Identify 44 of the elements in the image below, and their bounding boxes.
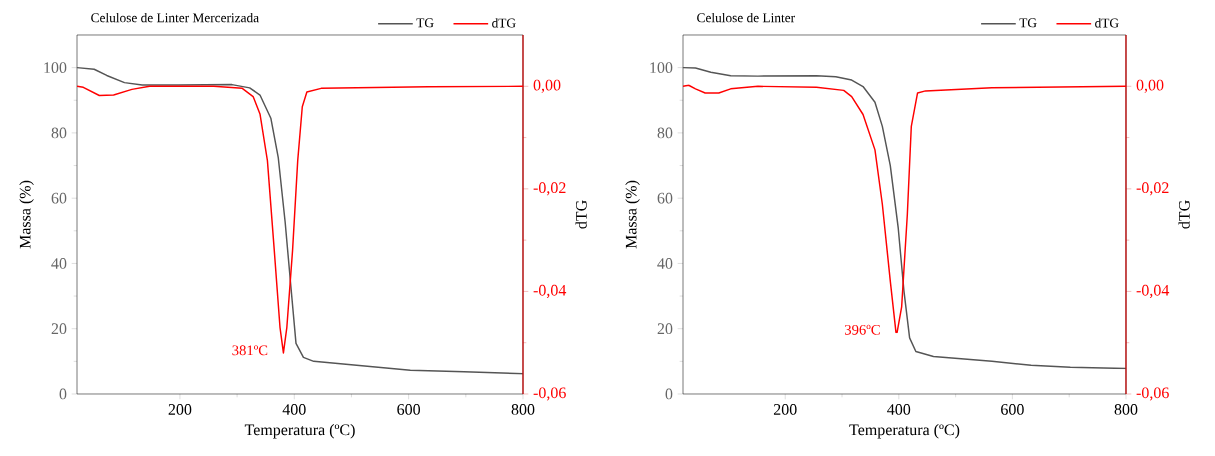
x-tick-label: 400 [887, 404, 911, 415]
y-tick-label: 100 [650, 62, 673, 74]
line-series [683, 66, 1126, 370]
y2-tick-label: -0,06 [533, 387, 566, 401]
x-tick-label: 200 [168, 404, 192, 415]
y2-tick-label: 0,00 [533, 79, 561, 93]
y-tick-label: 100 [44, 62, 67, 74]
y-tick-label: 20 [51, 323, 67, 335]
x-axis-title: Temperatura (ºC) [244, 423, 355, 439]
x-tick-label: 800 [1114, 404, 1138, 415]
x-tick-label: 400 [282, 404, 306, 415]
legend-label: TG [416, 18, 434, 28]
annotation: 396ºC [844, 324, 880, 335]
y-tick-label: 0 [59, 388, 67, 400]
y2-axis-title: dTG [1178, 200, 1190, 229]
y-tick-label: 0 [665, 388, 673, 400]
y-axis-title: Massa (%) [19, 180, 34, 249]
chart-title: Celulose de Linter Mercerizada [91, 12, 259, 23]
legend-label: dTG [492, 18, 516, 28]
y-tick-label: 40 [657, 258, 673, 269]
y2-tick-label: -0,02 [1136, 182, 1169, 196]
y2-tick-label: -0,04 [1136, 284, 1170, 298]
y2-tick-label: -0,06 [1136, 387, 1169, 401]
x-tick-label: 600 [1001, 404, 1024, 415]
y-tick-label: 60 [51, 192, 67, 204]
legend-label: dTG [1095, 18, 1119, 28]
y2-tick-label: 0,00 [1136, 79, 1164, 93]
y2-tick-label: -0,04 [533, 284, 567, 298]
y-tick-label: 40 [51, 258, 67, 269]
chart-title: Celulose de Linter [697, 12, 795, 23]
x-tick-label: 600 [397, 404, 421, 415]
y-tick-label: 60 [657, 192, 673, 204]
x-tick-label: 800 [511, 404, 535, 415]
legend-label: TG [1019, 18, 1037, 28]
y-tick-label: 80 [51, 127, 67, 139]
annotation: 381ºC [232, 345, 268, 356]
y-axis-title: Massa (%) [625, 180, 640, 249]
line-series [683, 84, 1126, 334]
y-tick-label: 80 [657, 127, 673, 139]
y-tick-label: 20 [657, 323, 673, 335]
x-axis-title: Temperatura (ºC) [849, 423, 960, 439]
x-tick-label: 200 [773, 404, 797, 415]
y2-tick-label: -0,02 [533, 182, 566, 196]
y2-axis-title: dTG [575, 200, 587, 229]
